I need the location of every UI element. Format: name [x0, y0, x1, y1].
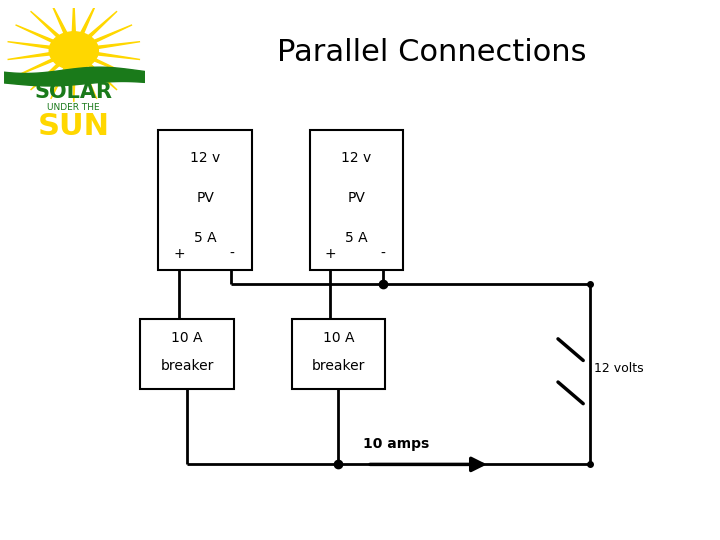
Text: -: - — [380, 247, 385, 261]
Polygon shape — [80, 2, 96, 35]
Polygon shape — [87, 11, 117, 38]
Polygon shape — [30, 11, 60, 38]
Text: +: + — [325, 247, 336, 261]
Polygon shape — [16, 25, 55, 43]
Polygon shape — [92, 58, 132, 76]
Text: Parallel Connections: Parallel Connections — [277, 38, 587, 67]
Text: 10 A: 10 A — [323, 331, 354, 345]
Text: -: - — [229, 247, 234, 261]
Text: PV: PV — [197, 191, 214, 205]
Circle shape — [49, 32, 99, 69]
Polygon shape — [7, 42, 53, 49]
Polygon shape — [51, 66, 68, 99]
Text: breaker: breaker — [161, 359, 214, 373]
Text: 12 v: 12 v — [190, 151, 220, 165]
Polygon shape — [7, 52, 53, 59]
Bar — [292, 319, 385, 389]
Text: 12 v: 12 v — [341, 151, 372, 165]
Polygon shape — [87, 63, 117, 90]
Text: breaker: breaker — [312, 359, 365, 373]
Text: PV: PV — [348, 191, 365, 205]
Bar — [310, 130, 403, 270]
Text: 12 volts: 12 volts — [594, 362, 644, 375]
Polygon shape — [92, 25, 132, 43]
Polygon shape — [95, 52, 140, 59]
Text: 10 A: 10 A — [171, 331, 203, 345]
Bar — [158, 130, 252, 270]
Polygon shape — [72, 68, 76, 102]
Polygon shape — [51, 2, 68, 35]
Bar — [140, 319, 234, 389]
Polygon shape — [95, 42, 140, 49]
Text: UNDER THE: UNDER THE — [48, 103, 100, 112]
Text: SOLAR: SOLAR — [35, 82, 113, 102]
Text: 5 A: 5 A — [194, 231, 217, 245]
Polygon shape — [16, 58, 55, 76]
Text: SUN: SUN — [37, 112, 109, 141]
Polygon shape — [30, 63, 60, 90]
Text: 5 A: 5 A — [345, 231, 368, 245]
Text: 10 amps: 10 amps — [363, 437, 429, 451]
Polygon shape — [72, 0, 76, 33]
Text: +: + — [174, 247, 185, 261]
Polygon shape — [80, 66, 96, 99]
